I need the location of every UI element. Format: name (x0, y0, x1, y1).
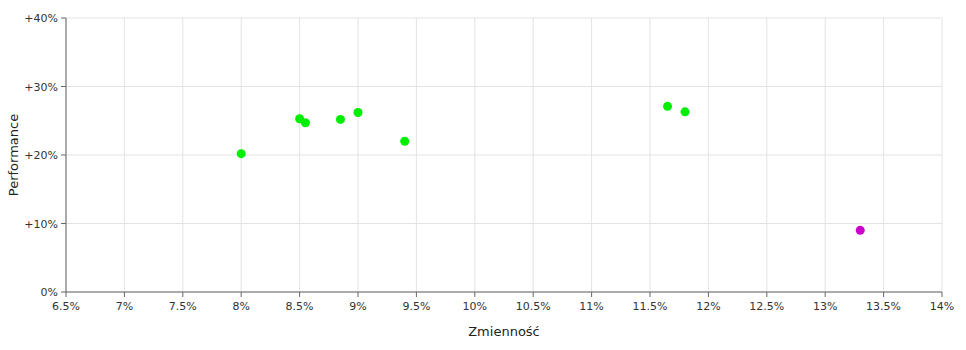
x-tick (708, 292, 709, 297)
x-tick-label: 9% (349, 300, 366, 313)
y-tick (61, 223, 66, 224)
y-grid-line (66, 223, 942, 224)
x-tick (825, 292, 826, 297)
x-tick-label: 14% (930, 300, 954, 313)
y-grid-line (66, 292, 942, 293)
x-tick-label: 13.5% (866, 300, 901, 313)
y-tick-label: 0% (41, 286, 58, 299)
x-grid-line (66, 18, 67, 292)
x-tick (650, 292, 651, 297)
plot-area (66, 18, 942, 292)
x-tick (533, 292, 534, 297)
point (354, 108, 363, 117)
x-tick (66, 292, 67, 297)
y-tick (61, 18, 66, 19)
x-tick-label: 12% (696, 300, 720, 313)
x-tick (591, 292, 592, 297)
x-tick (766, 292, 767, 297)
y-tick-label: +10% (24, 218, 58, 231)
x-tick (124, 292, 125, 297)
x-tick (241, 292, 242, 297)
point (681, 107, 690, 116)
y-grid-line (66, 155, 942, 156)
points (237, 102, 865, 235)
grid (66, 18, 942, 292)
x-tick (416, 292, 417, 297)
series (856, 226, 865, 235)
axes: 6.5% 7% 7.5% 8% 8.5% 9% 9.5% 10% 10.5% 11% 11.5% 12… (24, 12, 954, 313)
point (400, 137, 409, 146)
chart: 6.5% 7% 7.5% 8% 8.5% 9% 9.5% 10% 10.5% 11% 11.5% 12… (0, 0, 966, 350)
x-tick-label: 11.5% (633, 300, 668, 313)
y-tick (61, 86, 66, 87)
x-tick-label: 7.5% (169, 300, 197, 313)
x-tick (182, 292, 183, 297)
series (237, 102, 690, 158)
y-tick (61, 292, 66, 293)
y-axis-line (66, 18, 67, 292)
x-axis-line (66, 292, 942, 293)
x-axis-label: Zmienność (468, 324, 540, 339)
point (663, 102, 672, 111)
x-tick-label: 7% (116, 300, 133, 313)
y-grid-line (66, 18, 942, 19)
x-tick (474, 292, 475, 297)
y-tick (61, 155, 66, 156)
x-tick-label: 12.5% (749, 300, 784, 313)
x-tick (942, 292, 943, 297)
x-tick-label: 10% (463, 300, 487, 313)
point (336, 115, 345, 124)
y-axis-label: Performance (6, 114, 21, 196)
point (237, 149, 246, 158)
x-tick-label: 10.5% (516, 300, 551, 313)
x-tick-label: 6.5% (52, 300, 80, 313)
y-tick-label: +30% (24, 81, 58, 94)
x-tick (299, 292, 300, 297)
x-tick-label: 8.5% (286, 300, 314, 313)
point (856, 226, 865, 235)
x-tick (358, 292, 359, 297)
x-tick-label: 11% (579, 300, 603, 313)
x-tick-label: 8% (232, 300, 249, 313)
y-tick-label: +20% (24, 149, 58, 162)
x-tick-label: 9.5% (402, 300, 430, 313)
x-tick (883, 292, 884, 297)
y-grid-line (66, 86, 942, 87)
y-tick-label: +40% (24, 12, 58, 25)
point (301, 118, 310, 127)
x-tick-label: 13% (813, 300, 837, 313)
